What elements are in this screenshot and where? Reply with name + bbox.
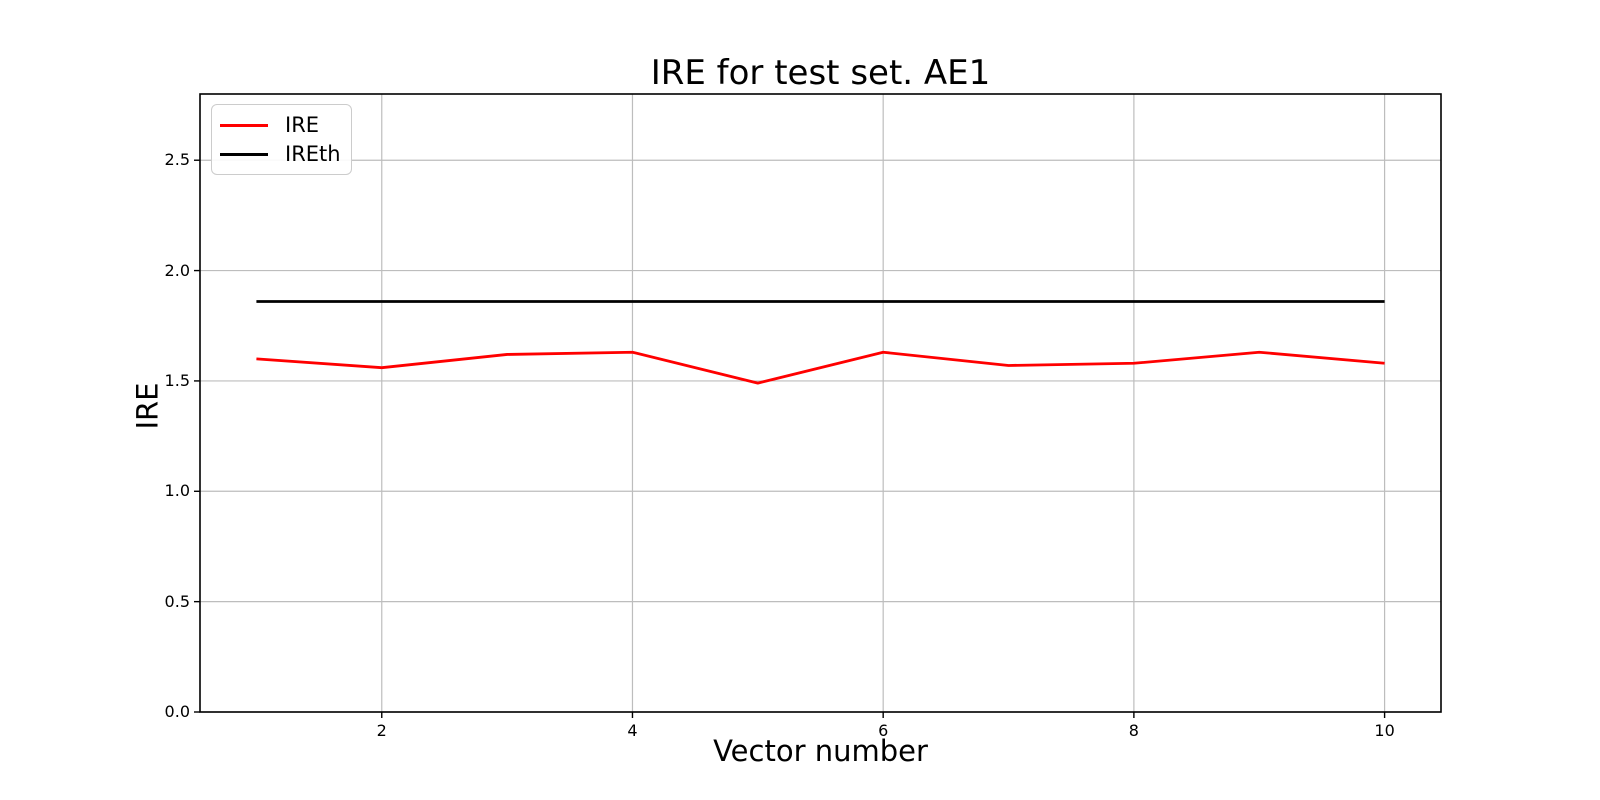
series-line-ire [256, 350, 1385, 385]
y-tick-label: 1.5 [164, 370, 190, 390]
y-tick-label: 2.5 [164, 150, 190, 170]
y-tick-label: 1.0 [164, 481, 190, 501]
legend: IRE IREth [211, 104, 352, 175]
legend-line-sample-ireth [220, 152, 268, 156]
chart-title: IRE for test set. AE1 [650, 53, 991, 93]
legend-item-ireth: IREth [220, 143, 343, 165]
y-tick-label: 0.5 [164, 591, 190, 611]
legend-item-ire: IRE [220, 114, 343, 136]
y-tick-label: 2.0 [164, 260, 190, 280]
y-tick-label: 0.0 [164, 702, 190, 721]
x-tick-label: 8 [1128, 721, 1139, 740]
x-tick-label: 6 [878, 721, 889, 740]
x-tick-label: 4 [627, 721, 638, 740]
axes-border [199, 93, 1442, 713]
x-tick-label: 2 [376, 721, 387, 740]
y-axis-label: IRE [130, 382, 165, 430]
legend-label-ire: IRE [285, 113, 320, 137]
legend-line-sample-ire [220, 123, 268, 127]
x-axis-label: Vector number [713, 734, 928, 768]
legend-label-ireth: IREth [285, 142, 341, 166]
x-tick-label: 10 [1374, 721, 1395, 740]
